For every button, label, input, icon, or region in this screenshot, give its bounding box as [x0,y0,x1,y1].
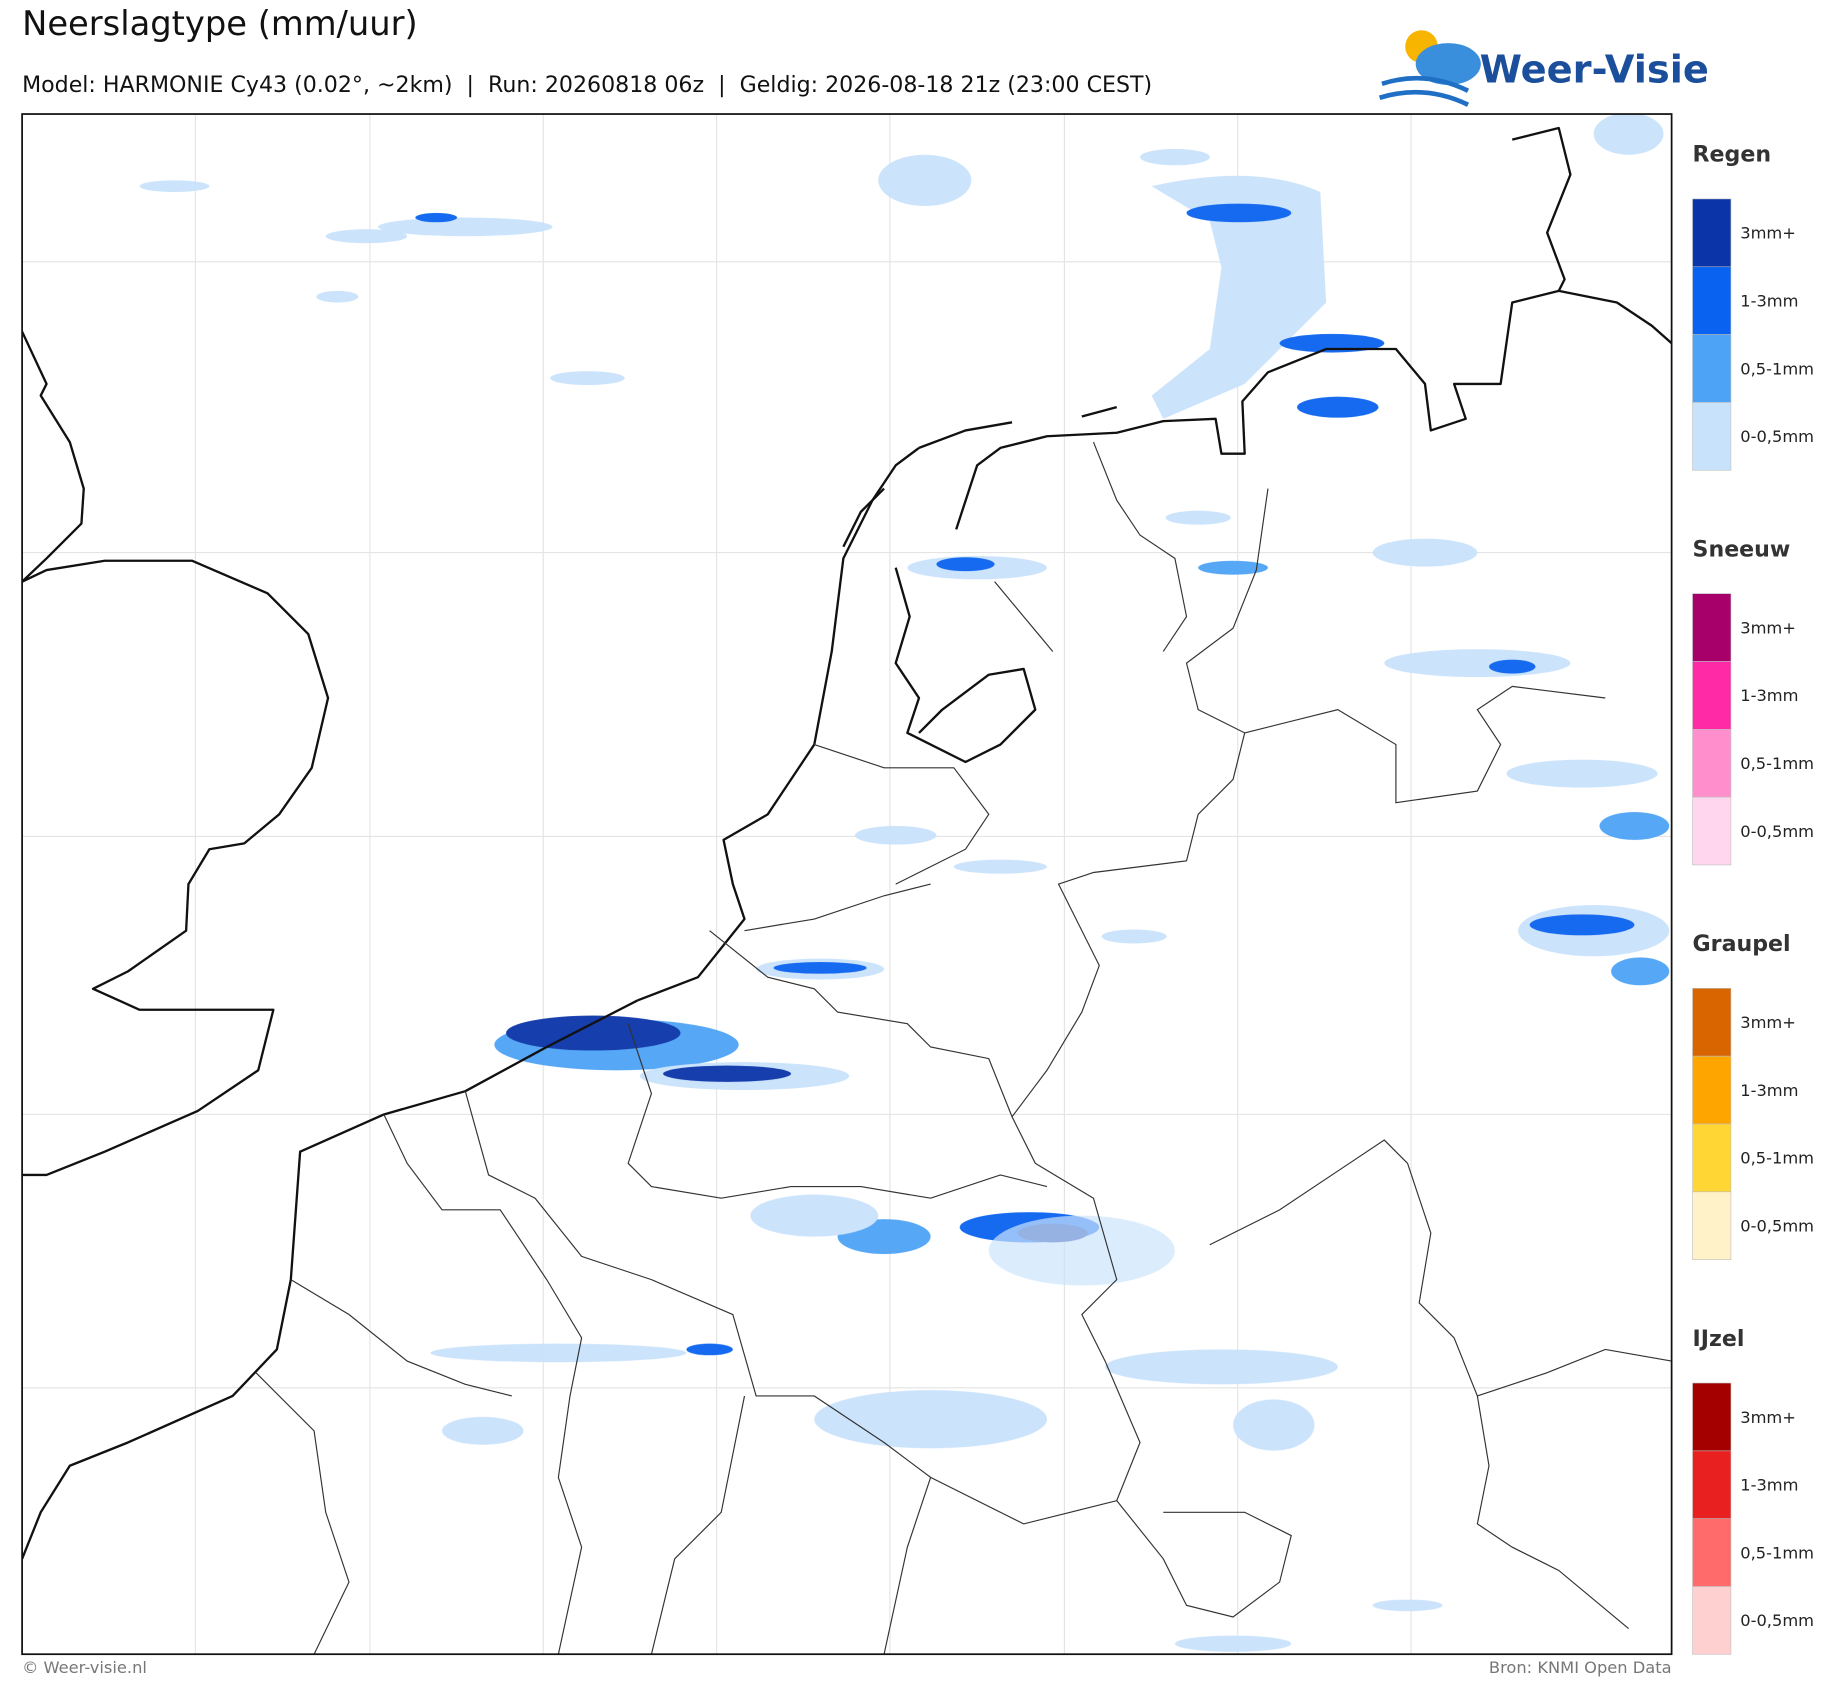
legend-label: 3mm+ [1740,224,1796,243]
legend-label: 3mm+ [1740,618,1796,637]
logo-waves [1378,75,1470,107]
legend-swatch [1692,1518,1732,1587]
graticule [22,114,1672,1655]
legend-swatch [1692,1055,1732,1125]
legend-swatch [1692,593,1732,662]
legend-swatch [1692,796,1732,866]
borders [255,441,1672,1655]
map [22,114,1672,1655]
legend-label: 0,5-1mm [1740,754,1814,773]
legend-label: 0,5-1mm [1740,1149,1814,1168]
legend-swatch [1692,266,1732,335]
legend-label: 0-0,5mm [1740,427,1814,446]
logo-cloud [1415,43,1481,85]
legend-label: 0-0,5mm [1740,822,1814,841]
legend-swatch [1692,1123,1732,1193]
legend-swatch [1692,729,1732,798]
legend-label: 1-3mm [1740,686,1798,705]
legend-swatch [1692,1586,1732,1655]
legend-title: IJzel [1693,1326,1745,1352]
legend-swatch [1692,1191,1732,1260]
legend-label: 0,5-1mm [1740,359,1814,378]
legend-swatch [1692,334,1732,403]
legend-label: 3mm+ [1740,1408,1796,1427]
legend: Regen 3mm+ 1-3mm 0,5-1mm 0-0,5mm Sneeuw 3mm+ 1-… [1692,142,1814,1655]
logo-text: Weer-Visie [1480,48,1709,93]
legend-label: 1-3mm [1740,1081,1798,1100]
logo: Weer-Visie [1378,30,1709,107]
footer-left: © Weer-visie.nl [22,1658,147,1677]
legend-title: Graupel [1693,931,1791,957]
legend-swatch [1692,661,1732,730]
map-bg [22,114,1672,1655]
legend-label: 1-3mm [1740,1476,1798,1495]
legend-label: 0-0,5mm [1740,1611,1814,1630]
legend-label: 3mm+ [1740,1013,1796,1032]
legend-swatch [1692,988,1732,1057]
legend-title: Regen [1693,142,1772,168]
precipitation [139,114,1670,1652]
legend-swatch [1692,1450,1732,1519]
legend-label: 0,5-1mm [1740,1543,1814,1562]
subtitle: Model: HARMONIE Cy43 (0.02°, ~2km) | Run… [22,72,1152,98]
legend-label: 0-0,5mm [1740,1217,1814,1236]
legend-swatch [1692,198,1732,268]
legend-swatch [1692,402,1732,471]
legend-title: Sneeuw [1693,536,1791,562]
map-frame [21,113,1673,1656]
footer-right: Bron: KNMI Open Data [1489,1658,1672,1677]
coastlines [22,126,1672,1560]
legend-swatch [1692,1382,1732,1452]
legend-label: 1-3mm [1740,292,1798,311]
title: Neerslagtype (mm/uur) [22,4,418,43]
